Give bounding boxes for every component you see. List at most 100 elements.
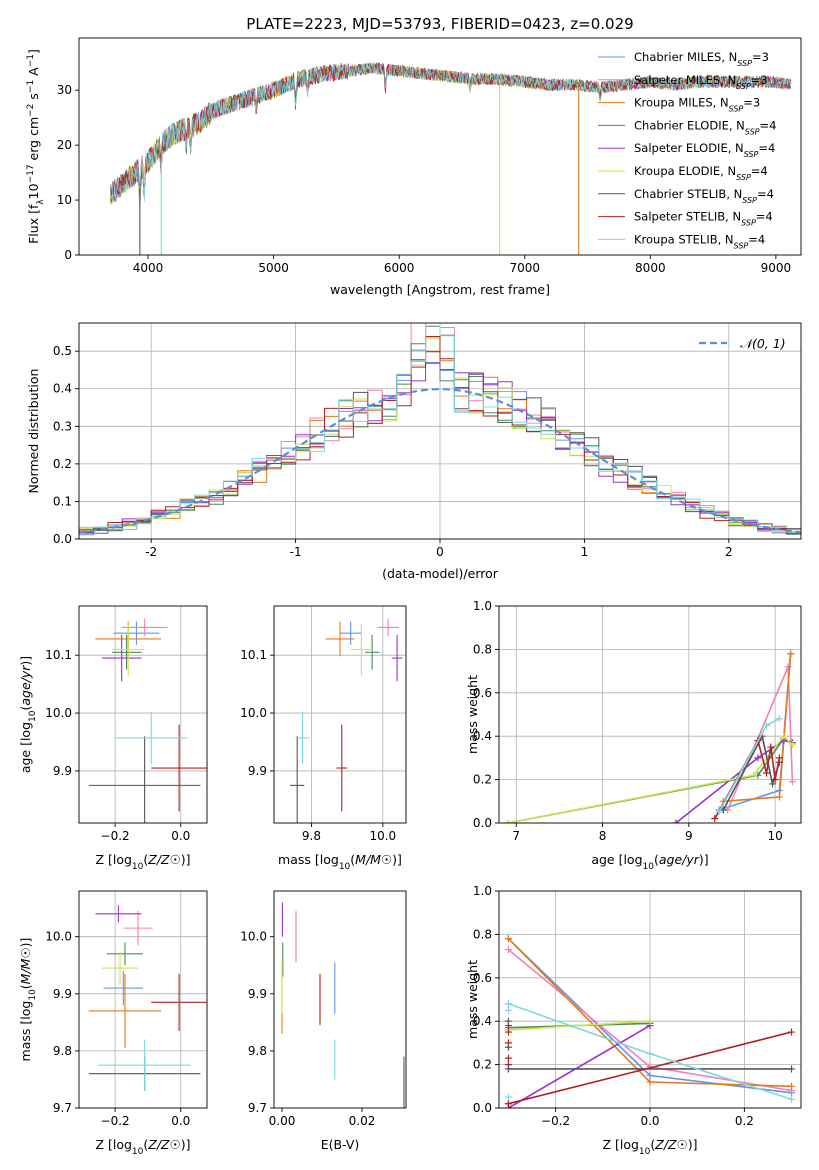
label-part: ( xyxy=(18,984,33,989)
x-tick-label: 10 xyxy=(767,829,782,843)
x-axis-label: Z [log10(Z/Z☉)] xyxy=(95,852,190,872)
x-tick-label: 8 xyxy=(599,829,607,843)
weight-marker xyxy=(715,808,723,816)
weight-line xyxy=(508,1020,651,1031)
legend-entry: Chabrier STELIB, NSSP=4 xyxy=(634,187,774,205)
legend-entry: Salpeter STELIB, NSSP=4 xyxy=(634,210,773,228)
weight-marker xyxy=(769,780,777,788)
plot-content xyxy=(88,905,207,1091)
x-tick-label: 9.8 xyxy=(302,829,321,843)
axes-frame xyxy=(78,37,802,256)
weight-marker xyxy=(646,1078,654,1086)
y-tick-label: 9.9 xyxy=(248,987,267,1001)
plot-content xyxy=(88,618,207,823)
plot-content xyxy=(290,618,403,823)
y-axis-label: Normed distribution xyxy=(26,369,41,494)
label-italic: M/M☉ xyxy=(18,947,33,984)
weight-marker xyxy=(504,946,512,954)
legend-suffix: =4 xyxy=(757,187,774,201)
label-part: A xyxy=(26,67,41,80)
x-tick-label: −0.2 xyxy=(101,1114,130,1128)
weight-marker xyxy=(504,1028,512,1036)
spectrum-line xyxy=(110,62,792,199)
y-tick-label: 9.9 xyxy=(53,987,72,1001)
y-tick-label: 20 xyxy=(57,138,72,152)
x-axis-label: wavelength [Angstrom, rest frame] xyxy=(330,282,550,297)
y-tick-label: 0.6 xyxy=(473,686,492,700)
label-part: )] xyxy=(688,1137,698,1152)
legend-label: Kroupa STELIB, N xyxy=(634,232,734,246)
plot-content xyxy=(281,902,405,1108)
label-part: )] xyxy=(181,852,191,867)
label-part: ( xyxy=(650,1137,655,1152)
weight-marker xyxy=(771,776,779,784)
label-part: )] xyxy=(392,852,402,867)
y-tick-label: 0.4 xyxy=(53,382,72,396)
legend-entry: 𝒩(0, 1) xyxy=(740,336,786,351)
y-tick-label: 9.8 xyxy=(248,1044,267,1058)
label-sup: −2 xyxy=(26,104,36,117)
axes-frame xyxy=(273,890,407,1109)
weight-marker xyxy=(762,721,770,729)
label-part: mass weight xyxy=(465,960,480,1039)
weight-marker xyxy=(775,793,783,801)
label-sub: 10 xyxy=(643,862,655,872)
legend-sub: SSP xyxy=(734,241,749,250)
label-sub: λ xyxy=(36,199,46,205)
legend-label: Salpeter STELIB, N xyxy=(634,210,741,224)
legend-entry: Chabrier ELODIE, NSSP=4 xyxy=(634,118,776,136)
x-tick-label: 1 xyxy=(581,545,589,559)
legend-sub: SSP xyxy=(744,150,759,159)
legend-suffix: =4 xyxy=(751,164,768,178)
x-tick-label: 8000 xyxy=(635,261,666,275)
axes-frame xyxy=(78,890,208,1109)
legend-suffix: =3 xyxy=(751,73,768,87)
label-part: ( xyxy=(18,706,33,711)
x-axis-label: mass [log10(M/M☉)] xyxy=(278,852,402,872)
legend-label: Salpeter ELODIE, N xyxy=(634,141,744,155)
x-tick-label: 5000 xyxy=(258,261,289,275)
legend-entry: Kroupa ELODIE, NSSP=4 xyxy=(634,164,768,182)
label-part: age [log xyxy=(18,722,33,773)
label-part: age [log xyxy=(591,852,642,867)
x-tick-label: 0.0 xyxy=(171,1114,190,1128)
x-tick-label: 6000 xyxy=(384,261,415,275)
y-tick-label: 9.7 xyxy=(248,1101,267,1115)
weight-marker xyxy=(646,1017,654,1025)
y-tick-label: 0 xyxy=(64,248,72,262)
spectrum-panel: 4000 5000 6000 7000 8000 9000 0 10 20 30 wavelengt… xyxy=(26,37,802,297)
label-italic: Z/Z☉ xyxy=(654,1137,688,1152)
x-tick-label: -2 xyxy=(145,545,157,559)
x-tick-label: 4000 xyxy=(133,261,164,275)
y-tick-label: 1.0 xyxy=(473,599,492,613)
label-part: 10 xyxy=(26,183,41,199)
x-tick-label: 0 xyxy=(436,545,444,559)
y-tick-label: 0.1 xyxy=(53,494,72,508)
y-tick-label: 10.0 xyxy=(240,930,267,944)
y-tick-label: 0.2 xyxy=(53,457,72,471)
label-italic: Z/Z☉ xyxy=(147,852,181,867)
legend-sub: SSP xyxy=(729,104,744,113)
label-part: Flux [f xyxy=(26,204,41,244)
legend-suffix: =4 xyxy=(748,232,765,246)
y-tick-label: 0.0 xyxy=(473,816,492,830)
weight-marker xyxy=(775,715,783,723)
x-tick-label: 0.2 xyxy=(735,1114,754,1128)
mass-vs-metallicity-panel: −0.2 0.09.79.89.910.0Z [log10(Z/Z☉)]mass … xyxy=(18,890,208,1157)
legend-sub: SSP xyxy=(736,81,751,90)
legend-entry: Chabrier MILES, NSSP=3 xyxy=(634,50,769,68)
legend-sub: SSP xyxy=(741,218,756,227)
weight-marker xyxy=(787,650,795,658)
y-tick-label: 0.4 xyxy=(473,729,492,743)
axes-frame xyxy=(273,605,407,824)
y-tick-label: 0.5 xyxy=(53,344,72,358)
y-tick-label: 0.0 xyxy=(473,1101,492,1115)
legend-sub: SSP xyxy=(737,59,752,68)
weight-marker xyxy=(788,1028,796,1036)
weight-marker xyxy=(767,743,775,751)
weight-marker xyxy=(788,1082,796,1090)
legend-entry: Kroupa MILES, NSSP=3 xyxy=(634,96,760,114)
weight-marker xyxy=(762,769,770,777)
x-tick-label: 7 xyxy=(512,829,520,843)
label-part: erg cm xyxy=(26,117,41,165)
